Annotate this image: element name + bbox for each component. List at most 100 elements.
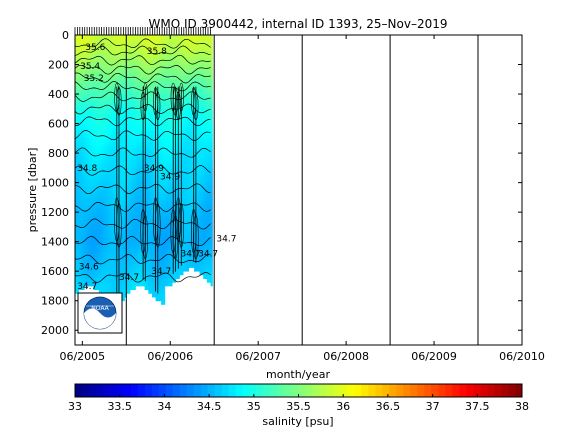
heat-cell: [104, 142, 107, 147]
heat-cell: [111, 101, 114, 106]
heat-cell: [144, 267, 147, 272]
heat-cell: [144, 237, 147, 243]
heat-cell: [146, 190, 149, 195]
heat-cell: [93, 112, 96, 117]
heat-cell: [124, 237, 127, 243]
heat-cell: [111, 42, 114, 47]
heat-cell: [157, 204, 160, 209]
heat-cell: [76, 263, 80, 268]
heat-cell: [186, 42, 189, 47]
heat-cell: [199, 256, 202, 261]
heat-cell: [118, 230, 122, 235]
heat-cell: [131, 53, 135, 58]
heat-cell: [104, 212, 107, 217]
heat-cell: [95, 46, 98, 51]
heat-cell: [78, 190, 81, 195]
heat-cell: [161, 149, 164, 154]
heat-cell: [106, 237, 109, 243]
heat-cell: [205, 201, 208, 206]
heat-cell: [135, 123, 138, 128]
heat-cell: [122, 256, 125, 261]
heat-cell: [95, 234, 98, 239]
heat-cell: [113, 119, 116, 124]
heat-cell: [199, 82, 202, 88]
heat-cell: [133, 71, 136, 76]
heat-cell: [137, 97, 140, 102]
heat-cell: [175, 97, 178, 102]
heat-cell: [95, 193, 98, 198]
heat-cell: [146, 260, 149, 265]
heat-cell: [153, 134, 156, 139]
heat-cell: [159, 86, 162, 91]
heat-cell: [159, 263, 162, 268]
heat-cell: [197, 57, 200, 62]
heat-cell: [140, 86, 144, 91]
heat-cell: [161, 219, 164, 224]
heat-cell: [76, 105, 80, 110]
heat-cell: [175, 249, 178, 254]
heat-cell: [195, 263, 199, 268]
heat-cell: [144, 82, 147, 88]
heat-cell: [89, 82, 92, 88]
heat-cell: [133, 97, 136, 102]
heat-cell: [96, 64, 100, 69]
heat-cell: [117, 97, 120, 102]
heat-cell: [168, 245, 171, 250]
heat-cell: [199, 90, 202, 95]
heat-cell: [78, 35, 81, 40]
heat-cell: [128, 197, 131, 202]
heat-cell: [153, 193, 156, 198]
heat-cell: [124, 60, 127, 65]
heat-cell: [194, 175, 197, 180]
heat-cell: [93, 60, 96, 65]
heat-cell: [91, 171, 94, 176]
heat-cell: [91, 245, 94, 250]
heat-cell: [117, 42, 120, 47]
heat-cell: [151, 293, 155, 298]
heat-cell: [195, 142, 199, 147]
heat-cell: [131, 94, 135, 99]
heat-cell: [140, 267, 144, 272]
heat-cell: [91, 271, 94, 276]
heat-cell: [183, 90, 186, 95]
heat-cell: [181, 234, 184, 239]
heat-cell: [186, 249, 189, 254]
heat-cell: [151, 108, 155, 113]
heat-cell: [124, 64, 127, 69]
heat-cell: [177, 201, 180, 206]
heat-cell: [166, 94, 169, 99]
heat-cell: [168, 226, 171, 231]
heat-cell: [188, 46, 191, 51]
heat-cell: [203, 71, 206, 76]
heat-cell: [126, 201, 129, 206]
heat-cell: [118, 53, 122, 58]
heat-cell: [118, 90, 122, 95]
heat-cell: [150, 245, 153, 250]
heat-cell: [124, 119, 127, 124]
heat-cell: [85, 190, 89, 195]
heat-cell: [137, 156, 140, 161]
heat-cell: [183, 252, 186, 257]
heat-cell: [128, 186, 131, 191]
heat-cell: [104, 160, 107, 165]
heat-cell: [104, 75, 107, 80]
heat-cell: [85, 142, 89, 147]
heat-cell: [181, 116, 184, 121]
heat-cell: [199, 164, 202, 169]
heat-cell: [100, 64, 103, 69]
heat-cell: [205, 153, 208, 158]
heat-cell: [140, 282, 144, 287]
heat-cell: [102, 215, 105, 220]
heat-cell: [177, 256, 180, 261]
heat-cell: [131, 230, 135, 235]
heat-cell: [78, 234, 81, 239]
heat-cell: [82, 215, 85, 220]
heat-cell: [179, 71, 182, 76]
heat-cell: [107, 119, 111, 124]
heat-cell: [137, 68, 140, 73]
heat-cell: [139, 278, 142, 283]
heat-cell: [188, 204, 191, 209]
heat-cell: [118, 46, 122, 51]
heat-cell: [188, 153, 191, 158]
heat-cell: [184, 260, 188, 265]
